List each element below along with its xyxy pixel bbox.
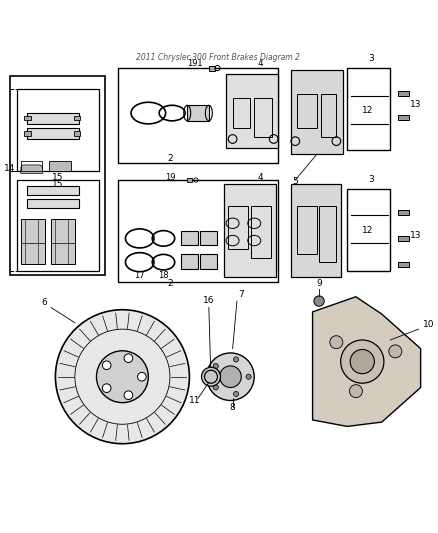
Text: 15: 15 [52,180,64,189]
Text: 19: 19 [187,59,198,68]
Circle shape [207,353,254,400]
Circle shape [350,350,374,374]
Text: 13: 13 [410,100,421,109]
Polygon shape [313,297,420,426]
Bar [200,231,218,245]
Bar [319,206,336,262]
Circle shape [102,361,111,369]
Bar [398,92,409,96]
Bar [27,113,79,124]
Circle shape [233,357,239,362]
Bar [17,180,99,271]
Text: 12: 12 [362,226,374,235]
Text: 2: 2 [167,279,173,288]
Circle shape [246,374,251,379]
Bar [74,116,81,120]
Text: 4: 4 [258,173,264,182]
Bar [21,160,42,172]
Text: 6: 6 [42,298,47,308]
Bar [200,254,218,269]
Circle shape [341,340,384,383]
Bar [233,98,250,128]
Bar [24,116,31,120]
Text: 18: 18 [158,271,169,280]
Text: 7: 7 [238,290,244,299]
Bar [398,211,409,215]
Bar [254,98,272,137]
Bar [27,128,79,139]
Circle shape [56,310,189,443]
Text: 3: 3 [368,54,374,63]
Text: 1: 1 [198,59,203,68]
Text: 2: 2 [167,154,173,163]
Circle shape [124,391,133,400]
Bar [51,219,75,264]
Text: 4: 4 [258,59,264,68]
Circle shape [96,351,148,402]
Circle shape [389,345,402,358]
Bar [321,94,336,137]
Bar [24,131,31,135]
Bar [347,189,390,271]
Circle shape [233,391,239,397]
Bar [398,115,409,119]
Bar [228,206,248,249]
Bar [297,206,317,254]
Bar [118,68,278,163]
Text: 3: 3 [368,175,374,184]
Text: 8: 8 [230,403,236,413]
Circle shape [213,385,219,390]
Bar [187,106,209,121]
Circle shape [219,366,241,387]
Bar [187,178,192,182]
Circle shape [102,384,111,392]
Bar [347,68,390,150]
Bar [398,236,409,240]
Circle shape [314,296,324,306]
Text: 11: 11 [189,395,201,405]
Text: 10: 10 [423,320,434,329]
Bar [74,131,81,135]
Circle shape [201,367,220,386]
Bar [118,180,278,281]
Circle shape [350,385,362,398]
Text: 16: 16 [203,296,215,305]
Polygon shape [224,184,276,277]
Bar [209,66,215,71]
Text: 14: 14 [4,164,15,173]
Text: 19: 19 [165,173,175,182]
Polygon shape [226,74,278,148]
Text: 9: 9 [316,279,322,288]
Polygon shape [21,165,42,174]
Bar [10,76,105,275]
Bar [21,219,45,264]
Text: 5: 5 [293,177,298,187]
Bar [49,160,71,172]
Circle shape [124,354,133,362]
Bar [181,231,198,245]
Bar [181,254,198,269]
Circle shape [138,373,146,381]
Bar [27,185,79,195]
Text: 13: 13 [410,231,421,240]
Polygon shape [291,70,343,154]
Text: 12: 12 [362,106,374,115]
Bar [398,262,409,266]
Circle shape [213,364,219,369]
Bar [251,206,271,258]
Text: 17: 17 [134,271,145,280]
Bar [297,94,317,128]
Text: 2011 Chrysler 300 Front Brakes Diagram 2: 2011 Chrysler 300 Front Brakes Diagram 2 [135,53,300,61]
Text: 15: 15 [52,173,64,182]
Bar [27,199,79,208]
Polygon shape [291,184,341,277]
Bar [17,90,99,172]
Circle shape [330,336,343,349]
